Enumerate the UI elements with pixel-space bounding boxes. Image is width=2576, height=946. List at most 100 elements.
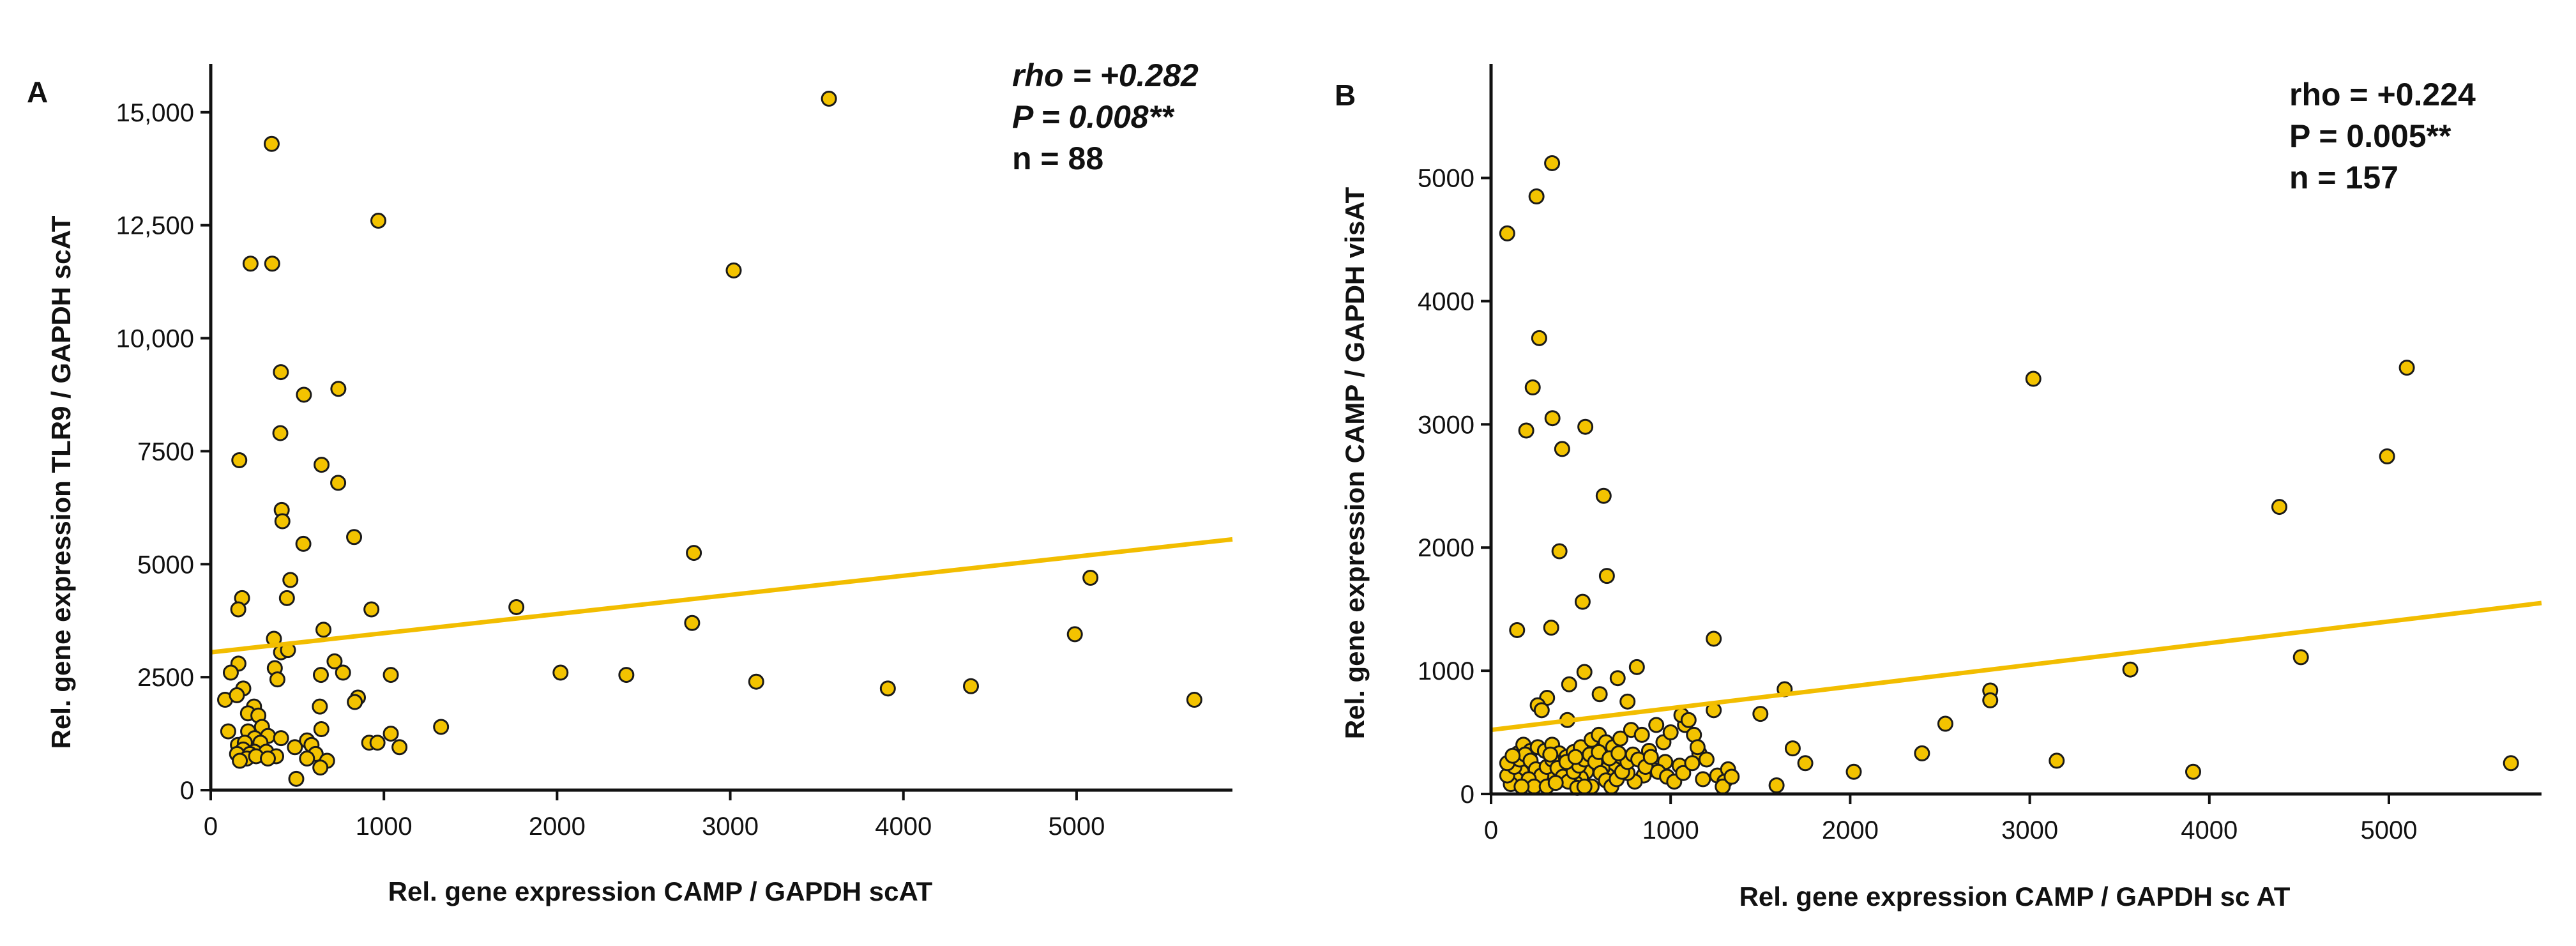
y-tick-label: 0	[180, 777, 194, 805]
scatter-point	[1542, 746, 1559, 763]
scatter-point	[2271, 499, 2287, 515]
scatter-point	[273, 364, 289, 381]
panel-b-x-label: Rel. gene expression CAMP / GAPDH sc AT	[1739, 881, 2291, 912]
scatter-point	[1982, 692, 1999, 708]
scatter-point	[383, 667, 399, 683]
scatter-point	[242, 256, 259, 272]
panel-b-y-label: Rel. gene expression CAMP / GAPDH visAT	[1340, 187, 1370, 739]
y-tick-label: 2500	[137, 664, 194, 692]
y-tick-label: 1000	[1418, 657, 1474, 685]
scatter-point	[1531, 330, 1547, 346]
y-tick-label: 3000	[1418, 411, 1474, 439]
scatter-point	[1797, 755, 1814, 772]
y-tick-label: 5000	[137, 551, 194, 579]
x-tick-label: 4000	[875, 812, 932, 841]
panel-b-y-ticks: 0 1000 2000 3000 4000 5000	[1418, 165, 1491, 809]
scatter-point	[1544, 155, 1561, 171]
x-tick-label: 1000	[356, 812, 413, 841]
x-tick-label: 5000	[2360, 816, 2417, 844]
scatter-point	[1551, 543, 1568, 560]
scatter-point	[1533, 702, 1550, 719]
scatter-point	[1544, 410, 1561, 427]
scatter-point	[315, 622, 332, 638]
scatter-point	[1554, 441, 1570, 457]
scatter-point	[363, 601, 380, 618]
scatter-point	[1509, 622, 1526, 638]
scatter-point	[287, 739, 303, 756]
scatter-point	[1628, 659, 1645, 675]
scatter-point	[272, 425, 289, 441]
scatter-point	[314, 457, 330, 473]
scatter-point	[1577, 418, 1594, 435]
scatter-point	[2185, 763, 2201, 780]
panel-a-trendline	[210, 537, 1233, 655]
panel-a-y-label: Rel. gene expression TLR9 / GAPDH scAT	[46, 215, 76, 749]
scatter-point	[231, 452, 248, 469]
scatter-point	[1662, 724, 1679, 741]
scatter-point	[278, 590, 295, 606]
scatter-point	[259, 750, 276, 767]
scatter-point	[369, 735, 386, 751]
panel-b-p-value: P = 0.005**	[2289, 118, 2451, 154]
panel-a-x-label: Rel. gene expression CAMP / GAPDH scAT	[388, 876, 933, 906]
y-tick-label: 10,000	[116, 325, 194, 353]
x-tick-label: 4000	[2181, 816, 2238, 844]
scatter-point	[1845, 763, 1862, 780]
x-tick-label: 3000	[702, 812, 759, 841]
scatter-point	[1595, 487, 1612, 504]
scatter-point	[1642, 749, 1659, 765]
panel-b-rho: rho = +0.224	[2289, 77, 2476, 112]
scatter-point	[370, 213, 387, 229]
scatter-point	[1680, 712, 1697, 728]
panel-b-letter: B	[1335, 79, 1356, 112]
scatter-point	[1633, 726, 1650, 743]
panel-a-x-ticks: 0 1000 2000 3000 4000 5000	[204, 790, 1105, 841]
scatter-point	[1609, 670, 1626, 687]
panel-b-points	[1499, 155, 2519, 796]
scatter-point	[1706, 630, 1722, 647]
scatter-point	[1684, 755, 1701, 772]
panel-b: B 0 1000 2000 3000 4000 5000 0 1000 2000 3000 400…	[1335, 64, 2542, 912]
scatter-point	[222, 664, 239, 681]
scatter-point	[1914, 745, 1930, 761]
scatter-point	[313, 721, 330, 737]
scatter-point	[326, 653, 343, 669]
scatter-point	[686, 545, 702, 561]
scatter-point	[1648, 717, 1665, 733]
scatter-point	[1698, 751, 1715, 768]
scatter-point	[1591, 686, 1608, 703]
scatter-point	[295, 535, 312, 552]
scatter-point	[1499, 225, 1515, 241]
x-tick-label: 2000	[529, 812, 586, 841]
scatter-point	[330, 381, 347, 397]
scatter-point	[1574, 593, 1591, 610]
panel-a-y-ticks: 0 2500 5000 7500 10,000 12,500 15,000	[116, 99, 211, 805]
scatter-point	[1675, 765, 1692, 781]
y-tick-label: 7500	[137, 438, 194, 466]
y-tick-label: 2000	[1418, 534, 1474, 562]
y-tick-label: 12,500	[116, 212, 194, 240]
scatter-point	[1937, 715, 1953, 732]
scatter-point	[2122, 661, 2139, 678]
scatter-point	[2025, 370, 2042, 387]
scatter-point	[312, 667, 329, 683]
scatter-point	[508, 599, 525, 615]
scatter-point	[1504, 747, 1521, 764]
scatter-point	[1528, 188, 1545, 205]
scatter-point	[1695, 771, 1711, 788]
scatter-point	[346, 529, 363, 545]
scatter-point	[725, 262, 742, 278]
scatter-point	[1610, 745, 1627, 761]
scatter-point	[1561, 676, 1577, 692]
scatter-point	[1752, 706, 1769, 722]
scatter-point	[232, 752, 248, 769]
scatter-point	[288, 770, 305, 787]
scatter-point	[1724, 768, 1740, 785]
scatter-point	[1524, 379, 1541, 395]
scatter-point	[1784, 740, 1801, 757]
scatter-point	[273, 730, 289, 747]
x-tick-label: 0	[204, 812, 218, 841]
scatter-point	[312, 698, 328, 715]
